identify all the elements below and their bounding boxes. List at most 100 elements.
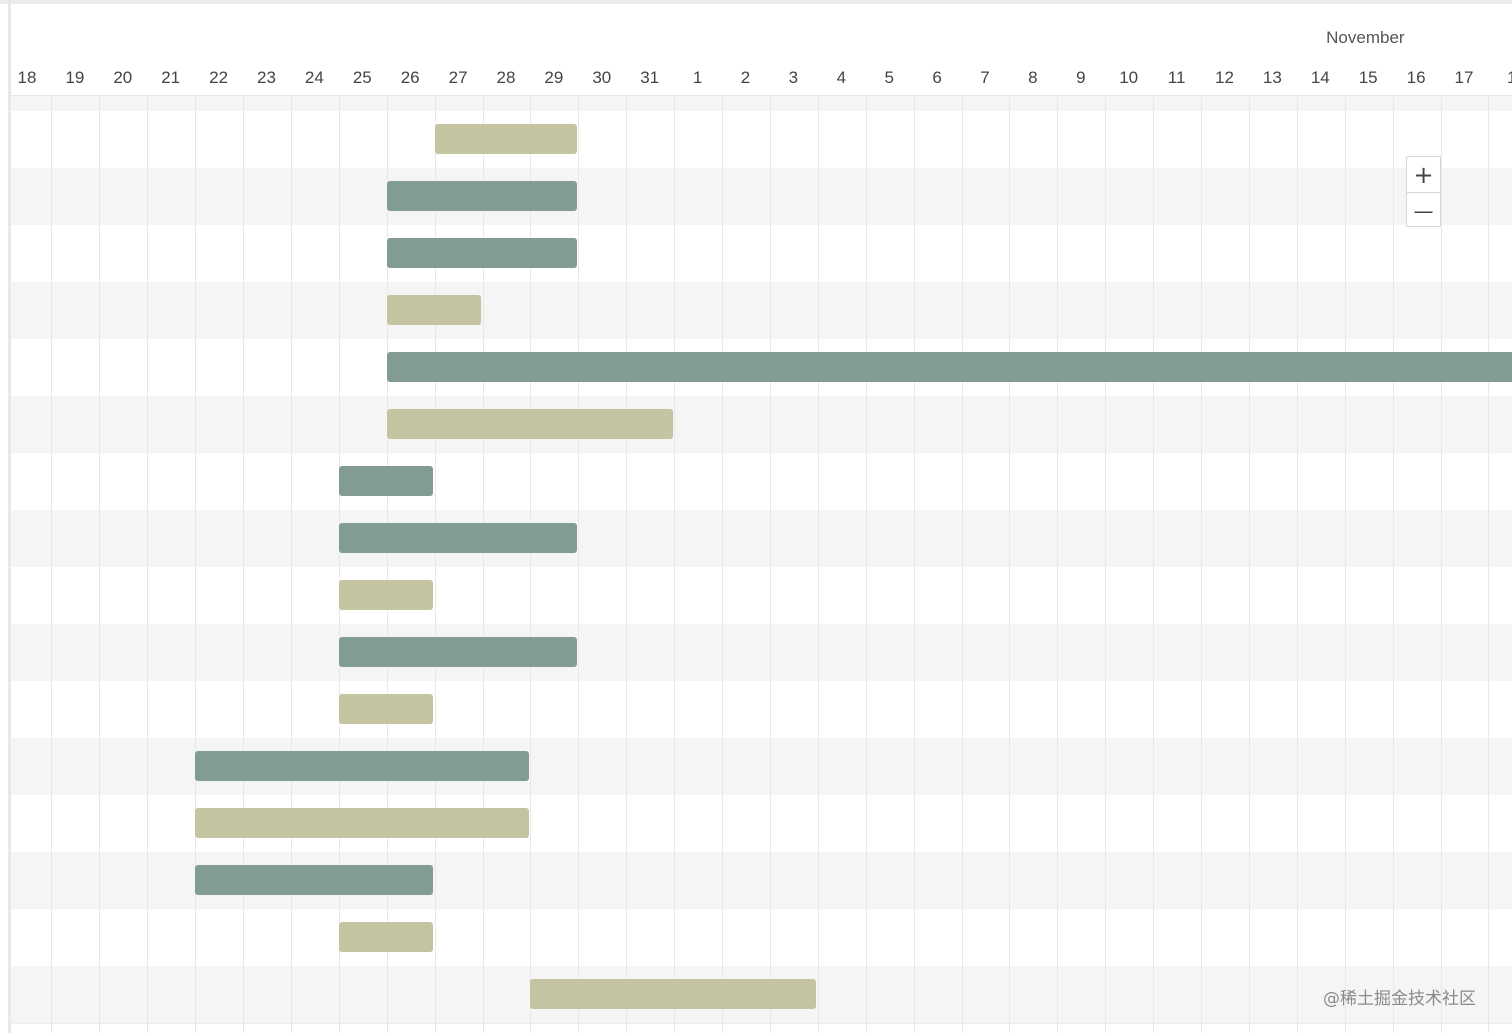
grid-line bbox=[578, 96, 580, 1033]
row-band bbox=[11, 168, 1512, 225]
tick-label: 8 bbox=[1028, 68, 1038, 87]
row-separator bbox=[11, 1023, 1512, 1024]
tick-label: 1 bbox=[1507, 68, 1512, 87]
grid-line bbox=[1488, 96, 1490, 1033]
grid-line bbox=[1105, 96, 1107, 1033]
task-bar[interactable] bbox=[338, 580, 434, 610]
tick-label: 11 bbox=[1167, 68, 1186, 87]
grid-line bbox=[147, 96, 149, 1033]
grid-line bbox=[434, 96, 436, 1033]
zoom-out-button[interactable]: — bbox=[1407, 193, 1440, 228]
tick-label: 3 bbox=[788, 68, 799, 87]
grid-line bbox=[865, 96, 867, 1033]
row-band bbox=[11, 111, 1512, 168]
grid-line bbox=[1296, 96, 1298, 1033]
grid-line bbox=[290, 96, 292, 1033]
row-band bbox=[11, 510, 1512, 567]
zoom-divider bbox=[1407, 192, 1440, 193]
tick-label: 12 bbox=[1215, 68, 1234, 87]
tick-label: 13 bbox=[1262, 68, 1282, 87]
tick-label: 2 bbox=[740, 68, 751, 87]
top-border bbox=[0, 0, 1512, 4]
grid-line bbox=[99, 96, 101, 1033]
grid-line bbox=[1201, 96, 1202, 1033]
tick-label: 20 bbox=[113, 68, 133, 87]
task-bar[interactable] bbox=[386, 409, 673, 439]
task-bar[interactable] bbox=[386, 238, 577, 268]
grid-line bbox=[482, 96, 484, 1033]
row-band bbox=[11, 396, 1512, 453]
tick-label: 9 bbox=[1076, 68, 1086, 87]
zoom-in-button[interactable]: + bbox=[1407, 157, 1440, 192]
grid-line bbox=[1153, 96, 1155, 1033]
tick-label: 29 bbox=[544, 68, 564, 87]
task-bar[interactable] bbox=[195, 751, 529, 781]
task-bar[interactable] bbox=[195, 865, 434, 895]
grid-line bbox=[913, 96, 915, 1033]
tick-label: 27 bbox=[448, 68, 468, 87]
watermark: @稀土掘金技术社区 bbox=[1323, 989, 1476, 1009]
month-label: November bbox=[1326, 28, 1405, 47]
tick-label: 17 bbox=[1454, 68, 1474, 87]
grid-line bbox=[243, 96, 244, 1033]
grid-line bbox=[626, 96, 628, 1033]
tick-label: 25 bbox=[352, 68, 372, 87]
grid-line bbox=[1057, 96, 1059, 1033]
task-bar[interactable] bbox=[338, 694, 434, 724]
timeline-header: November 18 19 20 21 22 23 24 25 26 27 28 29 30 31 1 2 3… bbox=[11, 4, 1512, 96]
tick-label: 21 bbox=[161, 68, 181, 87]
tick-label: 23 bbox=[257, 68, 276, 87]
task-bar[interactable] bbox=[386, 181, 577, 211]
grid-line bbox=[51, 96, 53, 1033]
tick-label: 5 bbox=[884, 68, 894, 87]
zoom-controls: + — bbox=[1406, 156, 1441, 227]
task-bar[interactable] bbox=[195, 808, 529, 838]
grid-line bbox=[674, 96, 676, 1033]
tick-label: 24 bbox=[304, 68, 324, 87]
tick-label: 10 bbox=[1119, 68, 1139, 87]
task-bar[interactable] bbox=[386, 352, 1512, 382]
tick-label: 19 bbox=[65, 68, 85, 87]
tick-label: 7 bbox=[980, 68, 990, 87]
task-bar[interactable] bbox=[338, 922, 434, 952]
grid-line bbox=[817, 96, 819, 1033]
tick-label: 6 bbox=[932, 68, 942, 87]
tick-label: 30 bbox=[592, 68, 612, 87]
row-band bbox=[11, 681, 1512, 738]
task-bar[interactable] bbox=[338, 466, 434, 496]
task-bar[interactable] bbox=[338, 523, 577, 553]
tick-label: 1 bbox=[692, 68, 703, 87]
grid-line bbox=[338, 96, 340, 1033]
task-bar[interactable] bbox=[434, 124, 577, 154]
tick-label: 15 bbox=[1358, 68, 1378, 87]
grid-line bbox=[1392, 96, 1394, 1033]
tick-label: 28 bbox=[496, 68, 516, 87]
grid-line bbox=[1344, 96, 1346, 1033]
tick-label: 22 bbox=[209, 68, 229, 87]
task-bar[interactable] bbox=[386, 295, 481, 325]
row-band bbox=[11, 96, 1512, 111]
tick-label: 18 bbox=[17, 68, 37, 87]
left-border bbox=[8, 0, 11, 1033]
row-band bbox=[11, 453, 1512, 510]
row-band bbox=[11, 282, 1512, 339]
tick-label: 4 bbox=[836, 68, 847, 87]
grid-line bbox=[1009, 96, 1011, 1033]
tick-label: 16 bbox=[1406, 68, 1426, 87]
minus-icon: — bbox=[1413, 198, 1434, 223]
tick-label: 14 bbox=[1310, 68, 1330, 87]
grid-line bbox=[386, 96, 388, 1033]
grid-line bbox=[1440, 96, 1442, 1033]
grid-line bbox=[769, 96, 771, 1033]
row-band bbox=[11, 624, 1512, 681]
row-band bbox=[11, 567, 1512, 624]
task-bar[interactable] bbox=[338, 637, 577, 667]
tick-label: 26 bbox=[400, 68, 420, 87]
tick-label: 31 bbox=[640, 68, 660, 87]
row-band bbox=[11, 225, 1512, 282]
grid-line bbox=[530, 96, 532, 1033]
task-bar[interactable] bbox=[530, 979, 817, 1009]
grid-line bbox=[195, 96, 197, 1033]
grid-line bbox=[961, 96, 963, 1033]
